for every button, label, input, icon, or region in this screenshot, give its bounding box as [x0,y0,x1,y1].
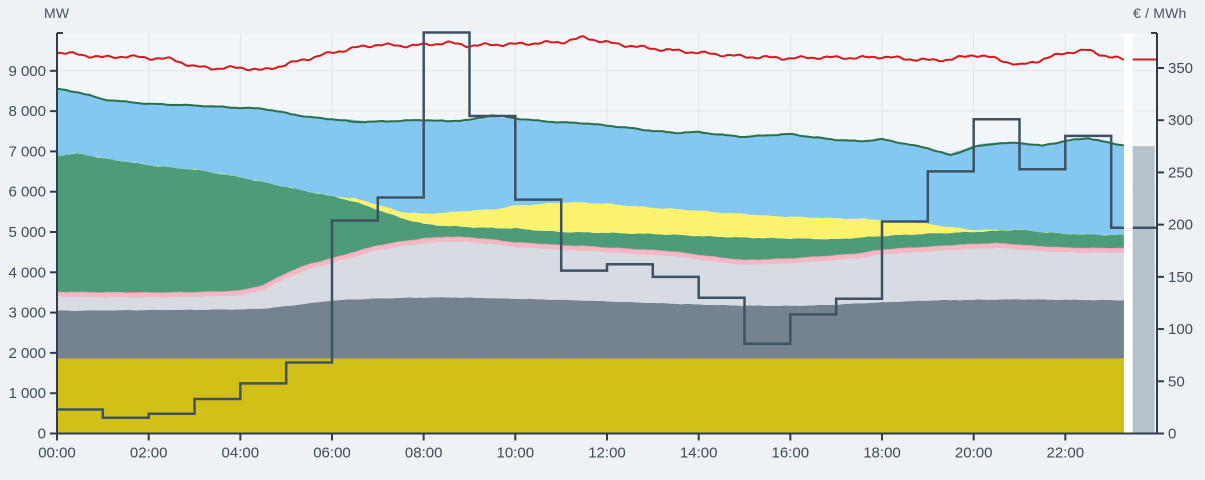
x-axis-tick-label: 18:00 [863,445,901,462]
band-mustard [57,358,1125,434]
red-line [56,35,1126,72]
price-step-group [57,31,1125,420]
band-solar-yellow [57,153,1125,240]
dark-green-line [56,87,1126,156]
x-axis-tick-label: 20:00 [955,445,993,462]
left-axis-tick-label: 1 000 [8,385,46,402]
right-axis-tick-label: 0 [1168,426,1176,443]
stack-areas [56,88,1125,434]
right-axis-tick-label: 300 [1168,112,1193,129]
left-axis-tick-label: 7 000 [8,143,46,160]
x-axis-tick-label: 22:00 [1047,445,1085,462]
x-axis-tick-label: 06:00 [313,445,351,462]
data-gap [1123,33,1133,435]
right-axis-tick-label: 250 [1168,164,1193,181]
left-axis-tick-label: 4 000 [8,264,46,281]
x-axis-tick-label: 04:00 [222,445,260,462]
right-axis-tick-label: 200 [1168,217,1193,234]
x-axis-tick-label: 00:00 [38,445,76,462]
x-axis-tick-label: 10:00 [497,445,535,462]
left-axis-tick-label: 8 000 [8,103,46,120]
chart-end [1123,33,1156,435]
band-slate-gray [57,297,1125,359]
left-axis-tick-label: 2 000 [8,345,46,362]
red-line-group [56,35,1126,72]
x-axis-tick-label: 16:00 [772,445,810,462]
x-axis-tick-label: 14:00 [680,445,718,462]
right-axis-unit-label: € / MWh [1133,5,1187,21]
band-light-gray [57,241,1125,311]
left-axis-tick-label: 9 000 [8,63,46,80]
right-axis-tick-label: 150 [1168,269,1193,286]
left-axis-tick-label: 5 000 [8,224,46,241]
band-pink [57,236,1125,298]
right-axis-tick-label: 100 [1168,321,1193,338]
band-sky-blue [57,88,1125,236]
forecast-bar [1132,146,1155,434]
x-axis-tick-label: 12:00 [588,445,626,462]
left-axis-tick-label: 6 000 [8,184,46,201]
left-axis-tick-label: 3 000 [8,305,46,322]
x-axis-tick-label: 02:00 [130,445,168,462]
left-axis-unit-label: MW [44,5,70,21]
right-axis-tick-label: 50 [1168,373,1185,390]
band-green [57,153,1125,293]
stack-top-line [56,87,1126,156]
x-axis-tick-label: 08:00 [405,445,443,462]
left-axis-tick-label: 0 [38,426,46,443]
price-step-line [57,31,1125,420]
right-axis-tick-label: 350 [1168,60,1193,77]
axes: 0 1 000 2 000 3 000 4 000 5 000 6 000 7 000 8 00… [8,32,1193,462]
